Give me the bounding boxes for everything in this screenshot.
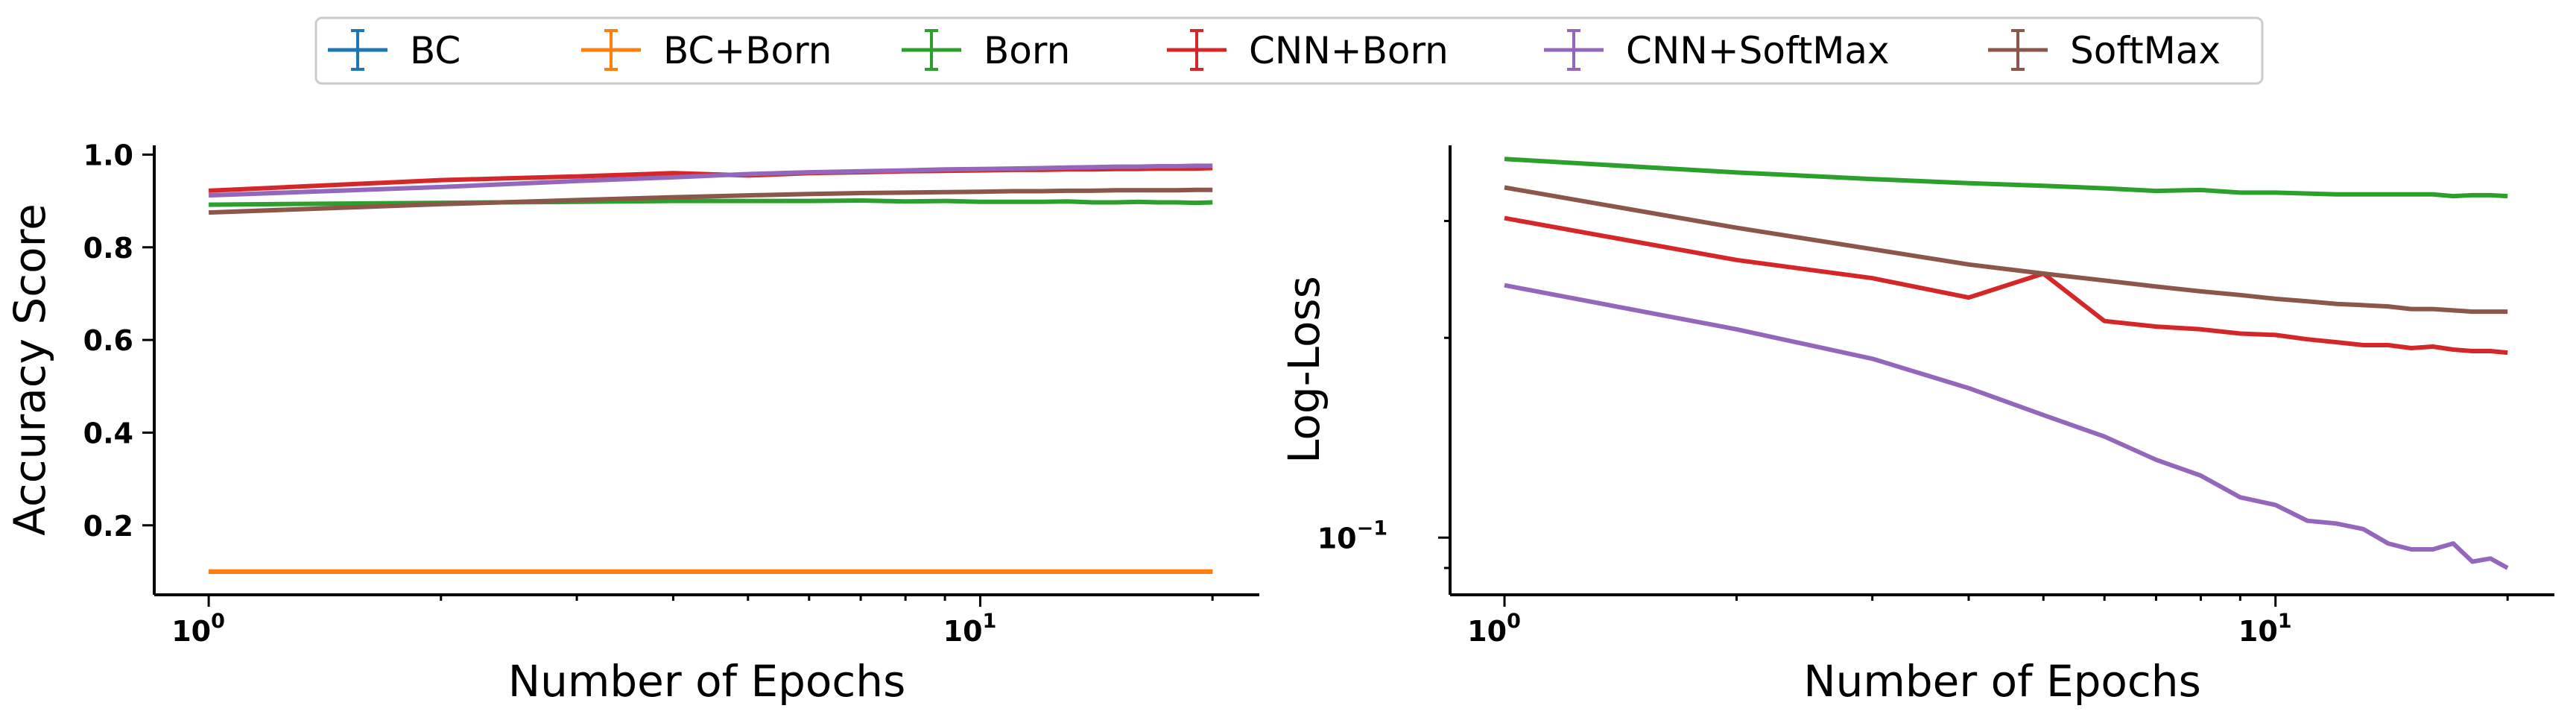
- series-line-born: [209, 198, 1213, 207]
- series-line-softmax: [208, 187, 1213, 215]
- legend-frame: [314, 16, 2264, 85]
- legend-entry-bc: BC: [328, 29, 461, 72]
- y-tick-label: 0.2: [83, 510, 133, 543]
- legend-entry-softmax: SoftMax: [1988, 29, 2221, 72]
- y-axis-label: Log-Loss: [1279, 276, 1329, 464]
- y-tick-label: 0.8: [83, 232, 133, 265]
- x-axis-label: Number of Epochs: [508, 656, 906, 707]
- legend-entry-cnn-softmax: CNN+SoftMax: [1544, 29, 1890, 72]
- y-tick-label: 1.0: [83, 139, 133, 171]
- y-tick-label: 10−1: [1317, 517, 1387, 555]
- legend-label: SoftMax: [2070, 29, 2221, 72]
- log-loss-panel: 100 101 10−1 Number of Epochs Log-Loss: [1279, 145, 2554, 707]
- series-line-cnn-softmax: [208, 163, 1213, 198]
- x-tick-label: 101: [943, 610, 997, 648]
- x-tick-label: 100: [1467, 610, 1521, 648]
- accuracy-panel: 100 101 0.2 0.4 0.6 0.8 1.0 Number of Epochs Acc…: [4, 139, 1259, 707]
- x-tick-label: 100: [171, 610, 225, 648]
- legend-entry-bc-born: BC+Born: [581, 29, 832, 72]
- legend-label: BC: [410, 29, 461, 72]
- legend-label: Born: [984, 29, 1070, 72]
- legend-entry-born: Born: [902, 29, 1070, 72]
- y-tick-label: 0.4: [83, 417, 133, 449]
- legend-label: CNN+Born: [1249, 29, 1449, 72]
- legend-label: BC+Born: [663, 29, 832, 72]
- series-line-softmax: [1504, 185, 2508, 315]
- y-axis-label: Accuracy Score: [4, 203, 55, 536]
- series-line-cnn-born: [208, 165, 1213, 193]
- y-tick-label: 0.6: [83, 324, 133, 357]
- x-tick-label: 101: [2238, 610, 2292, 648]
- series-line-cnn-born: [1504, 215, 2508, 356]
- legend-entry-cnn-born: CNN+Born: [1167, 29, 1449, 72]
- series-line-born: [1504, 157, 2508, 199]
- legend: BC BC+Born Born CNN+Born CNN+SoftMax SoftMax: [314, 16, 2264, 85]
- legend-label: CNN+SoftMax: [1626, 29, 1890, 72]
- x-axis-label: Number of Epochs: [1803, 656, 2201, 707]
- series-line-cnn-softmax: [1504, 282, 2509, 570]
